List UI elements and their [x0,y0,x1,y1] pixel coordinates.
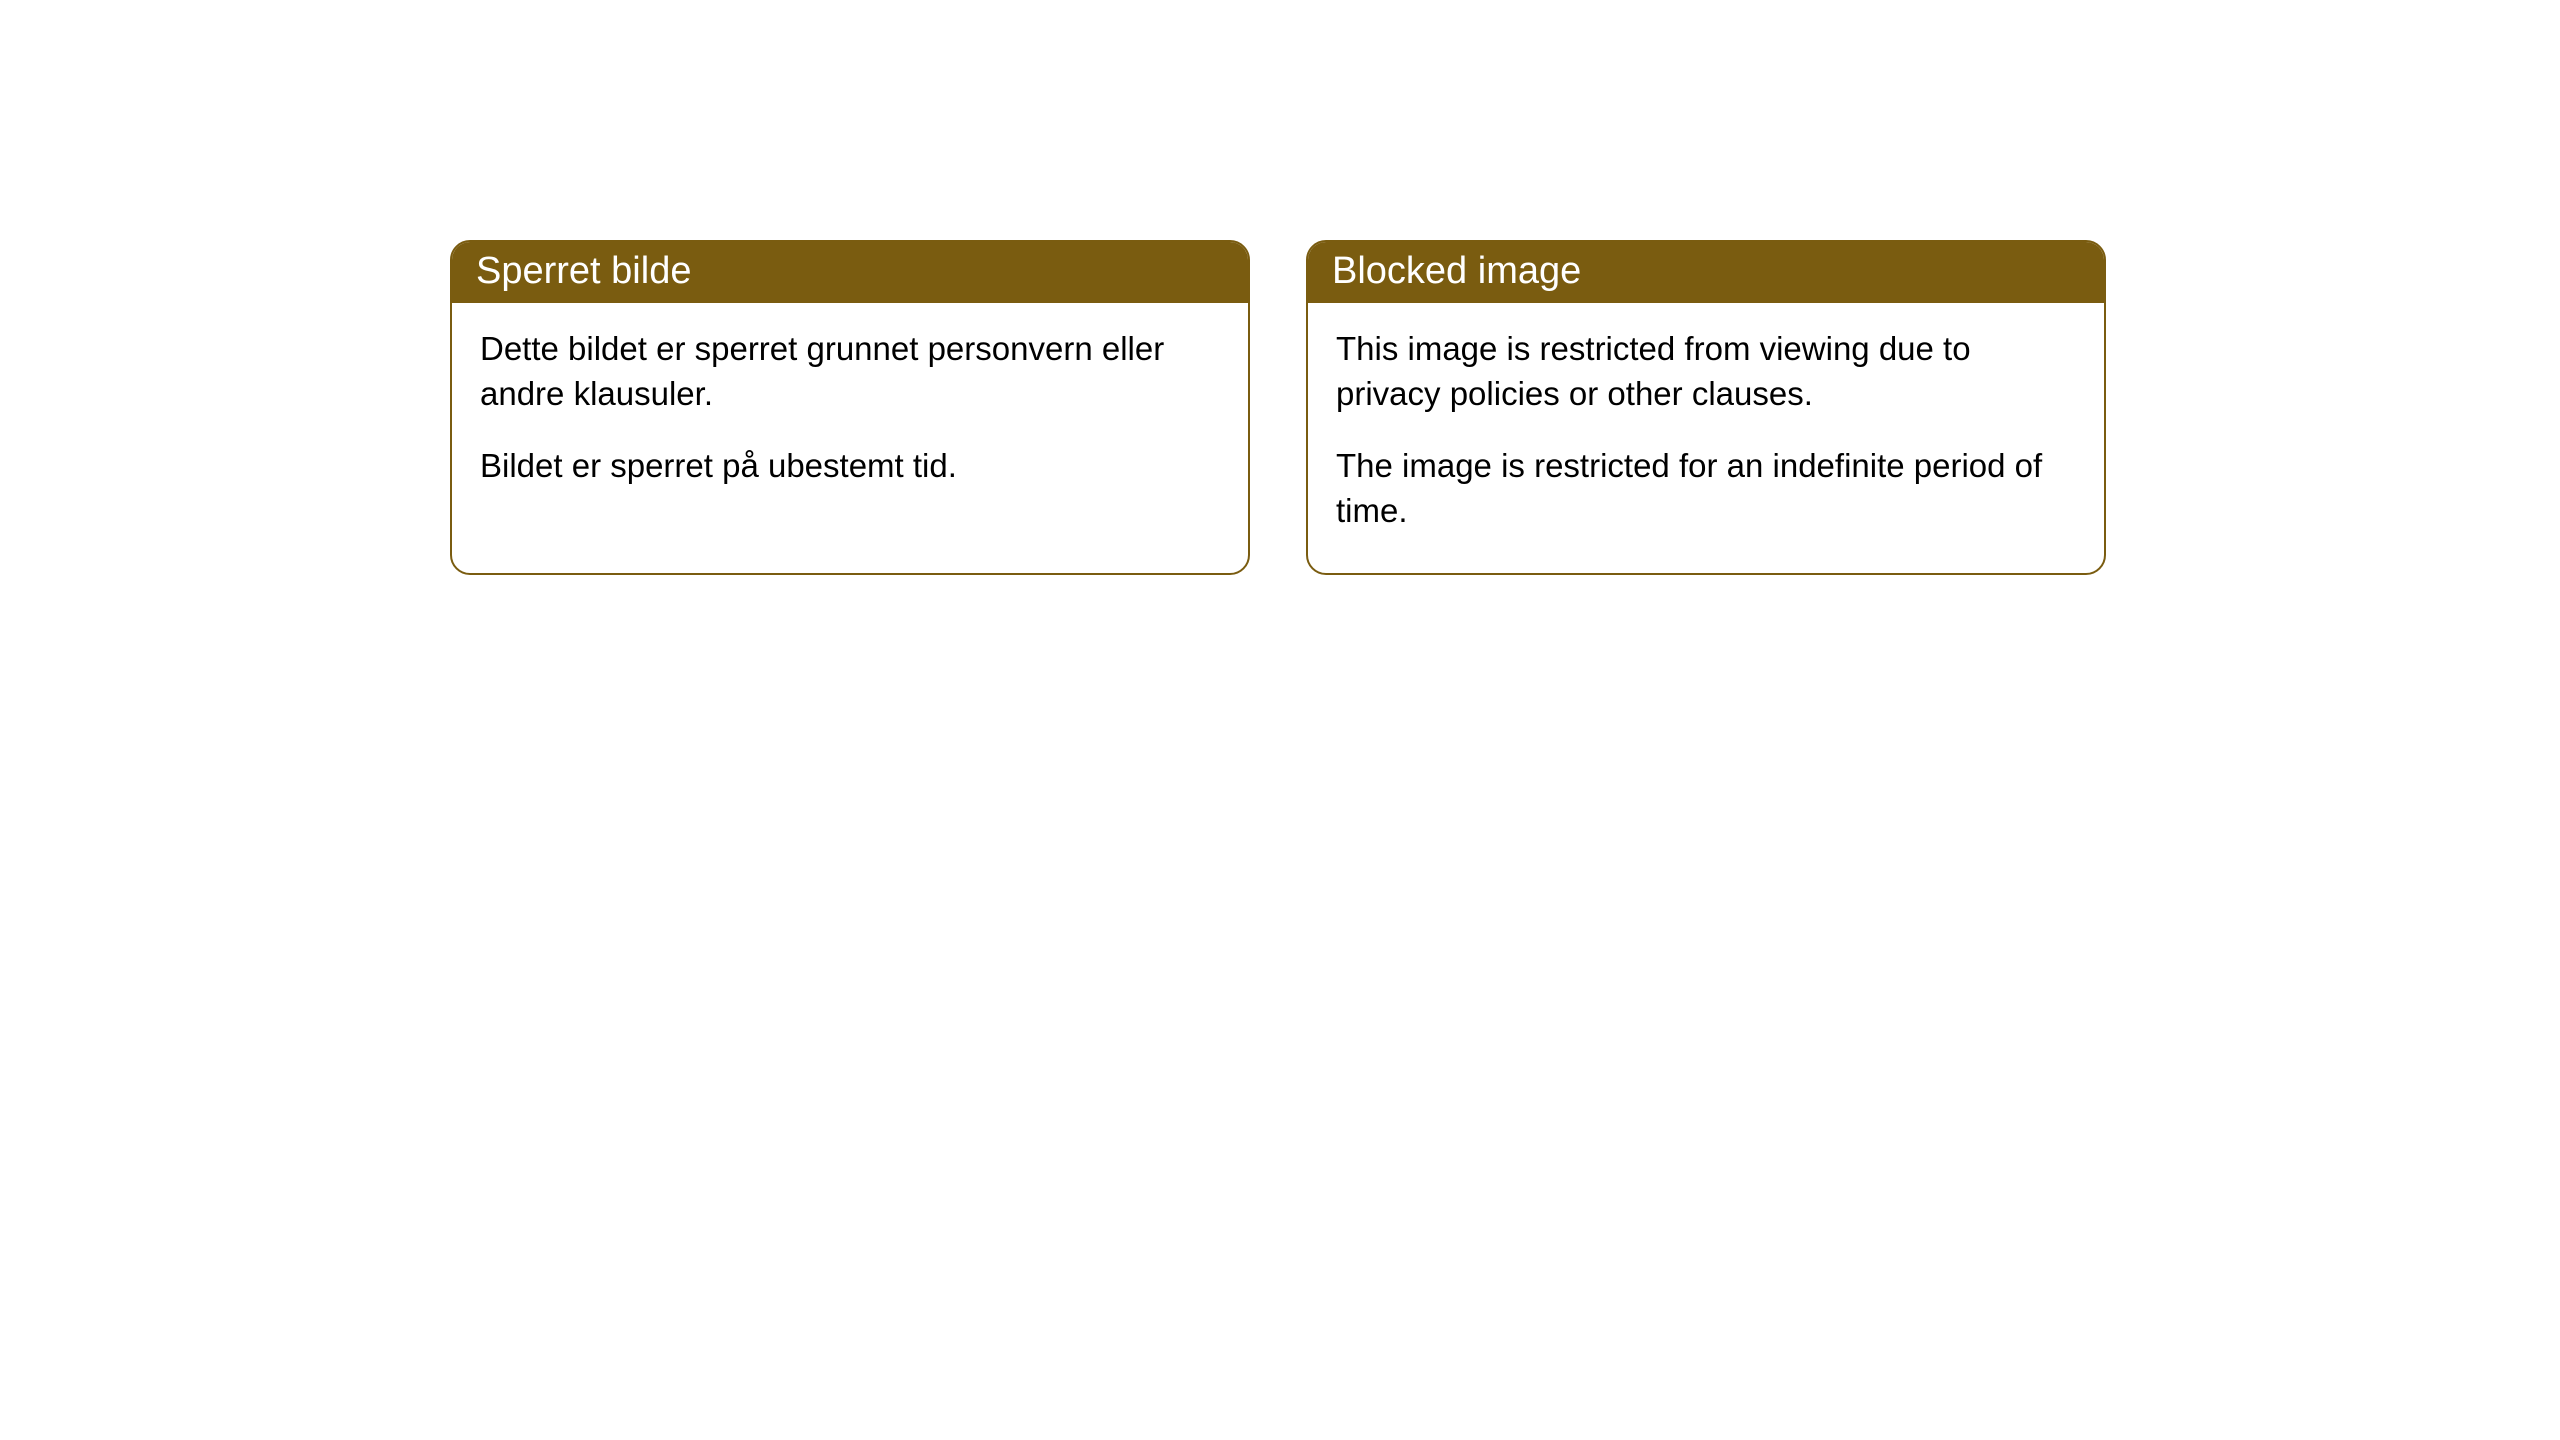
card-text-english-1: This image is restricted from viewing du… [1336,327,2076,416]
card-text-norwegian-2: Bildet er sperret på ubestemt tid. [480,444,1220,489]
card-text-english-2: The image is restricted for an indefinit… [1336,444,2076,533]
notice-cards-container: Sperret bilde Dette bildet er sperret gr… [0,0,2560,575]
card-body-english: This image is restricted from viewing du… [1308,303,2104,573]
blocked-image-card-norwegian: Sperret bilde Dette bildet er sperret gr… [450,240,1250,575]
blocked-image-card-english: Blocked image This image is restricted f… [1306,240,2106,575]
card-body-norwegian: Dette bildet er sperret grunnet personve… [452,303,1248,529]
card-text-norwegian-1: Dette bildet er sperret grunnet personve… [480,327,1220,416]
card-header-norwegian: Sperret bilde [452,242,1248,303]
card-header-english: Blocked image [1308,242,2104,303]
